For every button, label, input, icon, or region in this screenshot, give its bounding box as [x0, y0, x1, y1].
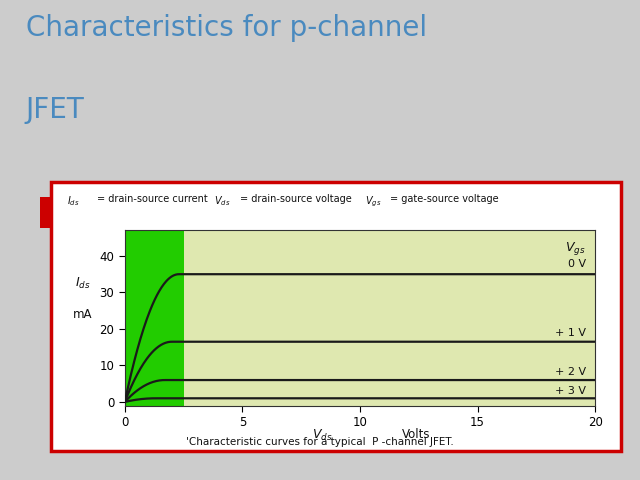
- Text: + 2 V: + 2 V: [555, 367, 586, 377]
- Text: = drain-source voltage: = drain-source voltage: [240, 194, 352, 204]
- Text: $I_{ds}$: $I_{ds}$: [67, 194, 80, 208]
- Text: $V_{ds}$: $V_{ds}$: [214, 194, 231, 208]
- Text: Volts: Volts: [402, 428, 431, 442]
- Text: + 1 V: + 1 V: [555, 328, 586, 338]
- Text: 0 V: 0 V: [568, 259, 586, 269]
- Bar: [125, 230, 184, 406]
- Text: = drain-source current: = drain-source current: [97, 194, 208, 204]
- Text: mA: mA: [73, 308, 92, 321]
- Text: + 3 V: + 3 V: [555, 386, 586, 396]
- Text: JFET: JFET: [26, 96, 84, 124]
- Text: 'Characteristic curves for a typical  P -channel JFET.: 'Characteristic curves for a typical P -…: [186, 437, 454, 447]
- Text: $V_{ds}$: $V_{ds}$: [312, 428, 333, 444]
- Text: = gate-source voltage: = gate-source voltage: [390, 194, 499, 204]
- Text: $V_{gs}$: $V_{gs}$: [365, 194, 381, 209]
- Text: $I_{ds}$: $I_{ds}$: [75, 276, 90, 290]
- Text: Characteristics for p-channel: Characteristics for p-channel: [26, 14, 427, 42]
- Text: $V_{gs}$: $V_{gs}$: [565, 240, 586, 256]
